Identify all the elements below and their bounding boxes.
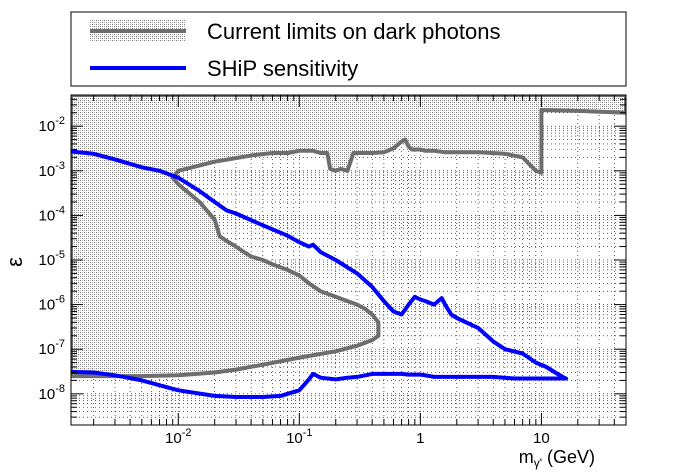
y-axis-title: ε: [2, 257, 27, 267]
y-tick-label: 10-7: [39, 338, 65, 358]
x-axis-title: mγ' (GeV): [519, 447, 595, 470]
legend-label-ship: SHiP sensitivity: [207, 56, 358, 81]
legend: Current limits on dark photons SHiP sens…: [70, 11, 627, 87]
y-tick-label: 10-5: [39, 249, 65, 269]
y-tick-label: 10-2: [39, 115, 65, 135]
ship-sensitivity-layer: [71, 149, 569, 399]
excluded-region-fill: [71, 95, 626, 377]
y-tick-label: 10-8: [39, 383, 65, 403]
y-tick-label: 10-4: [39, 204, 65, 224]
tick-labels: 10-2 10-1 1 10 10-2 10-3 10-4 10-5 10-6 10-7 10-8: [39, 115, 550, 447]
x-tick-label: 10-1: [286, 427, 312, 447]
legend-entry-current-limits: Current limits on dark photons: [90, 19, 500, 44]
legend-entry-ship: SHiP sensitivity: [90, 56, 358, 81]
axis-ticks: [71, 94, 627, 426]
x-tick-label: 1: [416, 430, 424, 447]
excluded-region-boundary: [71, 95, 626, 379]
x-tick-label: 10: [533, 430, 550, 447]
legend-label-current-limits: Current limits on dark photons: [207, 19, 500, 44]
current-limits-region: [71, 95, 626, 379]
ship-sensitivity-curve: [71, 149, 569, 399]
y-tick-label: 10-3: [39, 160, 65, 180]
y-tick-label: 10-6: [39, 294, 65, 314]
x-tick-label: 10-2: [165, 427, 191, 447]
